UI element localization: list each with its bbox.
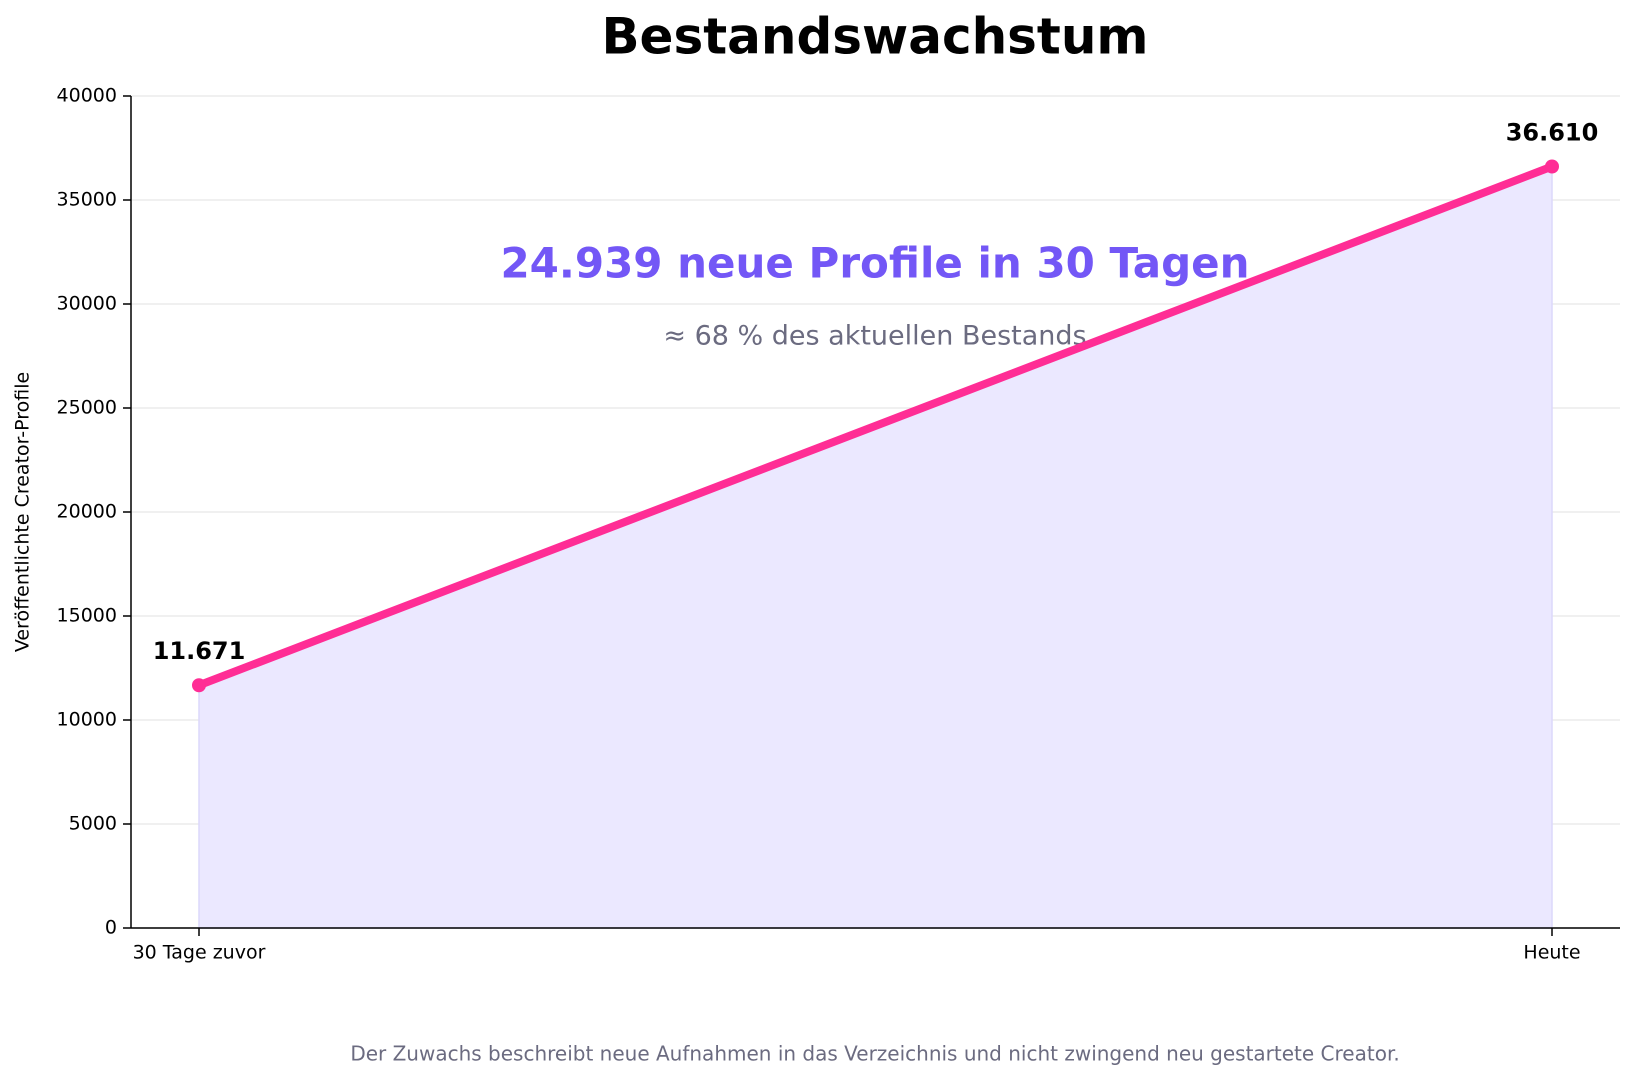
value-label: 36.610 <box>1506 119 1599 147</box>
annotation-sub: ≈ 68 % des aktuellen Bestands <box>663 321 1086 352</box>
y-tick-label: 25000 <box>57 397 117 419</box>
line <box>195 162 1556 690</box>
y-tick-label: 40000 <box>57 85 117 107</box>
footnote: Der Zuwachs beschreibt neue Aufnahmen in… <box>350 1042 1399 1066</box>
x-tick-label: 30 Tage zuvor <box>133 942 266 964</box>
marker <box>192 678 206 693</box>
marker <box>1545 159 1559 174</box>
y-tick-label: 15000 <box>57 605 117 627</box>
chart-title: Bestandswachstum <box>601 8 1148 66</box>
y-tick-label: 0 <box>105 917 117 939</box>
x-tick-label: Heute <box>1523 942 1580 964</box>
y-tick-label: 20000 <box>57 501 117 523</box>
y-tick-label: 10000 <box>57 709 117 731</box>
y-axis-label: Veröffentlichte Creator-Profile <box>12 372 34 652</box>
y-tick-label: 30000 <box>57 293 117 315</box>
annotation: 24.939 neue Profile in 30 Tagen <box>500 239 1249 288</box>
y-tick-label: 5000 <box>69 813 117 835</box>
y-tick-label: 35000 <box>57 189 117 211</box>
value-label: 11.671 <box>153 637 246 665</box>
